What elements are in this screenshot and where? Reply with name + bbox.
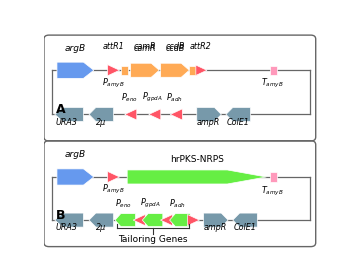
Text: ColE1: ColE1 [227,118,250,127]
Polygon shape [197,108,221,122]
Text: argB: argB [65,44,86,53]
Polygon shape [57,62,94,78]
Polygon shape [203,213,228,227]
Polygon shape [196,65,207,75]
Bar [189,66,197,75]
Text: hrPKS-NRPS: hrPKS-NRPS [170,155,224,164]
Text: URA3: URA3 [56,118,78,127]
Text: camR: camR [134,44,156,53]
Polygon shape [161,63,189,77]
Text: ColE1: ColE1 [233,223,256,232]
Polygon shape [161,214,172,226]
Polygon shape [226,108,251,122]
Text: $P_{adh}$: $P_{adh}$ [166,92,183,104]
Polygon shape [170,214,190,227]
Text: $T_{amyB}$: $T_{amyB}$ [261,185,284,198]
Polygon shape [170,109,182,120]
Text: ampR: ampR [204,223,227,232]
Polygon shape [115,214,136,227]
Text: 2μ: 2μ [96,118,106,127]
Polygon shape [133,214,145,226]
Text: $P_{amyB}$: $P_{amyB}$ [102,77,124,90]
Text: URA3: URA3 [56,223,78,232]
Text: $P_{amyB}$: $P_{amyB}$ [102,183,124,196]
Text: attR1: attR1 [102,42,124,51]
Text: Tailoring Genes: Tailoring Genes [118,235,188,244]
Polygon shape [89,213,114,227]
Text: $P_{eno}$: $P_{eno}$ [115,197,132,210]
Text: B: B [56,209,65,222]
Bar [270,172,277,182]
Polygon shape [188,214,200,226]
Polygon shape [57,169,94,185]
Text: 2μ: 2μ [96,223,106,232]
Polygon shape [89,108,114,122]
Polygon shape [142,214,163,227]
Polygon shape [131,63,159,77]
Bar [121,66,128,75]
Polygon shape [55,213,83,227]
Text: ccdB: ccdB [165,44,185,53]
Polygon shape [149,109,161,120]
Text: $P_{adh}$: $P_{adh}$ [169,197,186,210]
Polygon shape [233,213,257,227]
Text: camR: camR [134,42,156,51]
Text: $T_{amyB}$: $T_{amyB}$ [261,77,284,90]
Text: argB: argB [65,150,86,159]
Text: $P_{eno}$: $P_{eno}$ [121,92,138,104]
Polygon shape [55,108,83,122]
Bar [270,66,277,75]
Text: $P_{gpdA}$: $P_{gpdA}$ [140,197,162,210]
Text: ccdB: ccdB [165,42,185,51]
Polygon shape [127,170,266,184]
Polygon shape [107,65,120,76]
Polygon shape [125,109,137,120]
Text: ampR: ampR [197,118,220,127]
Polygon shape [107,171,120,183]
Text: A: A [56,103,65,116]
Text: $P_{gpdA}$: $P_{gpdA}$ [142,91,163,104]
Text: attR2: attR2 [190,42,212,51]
